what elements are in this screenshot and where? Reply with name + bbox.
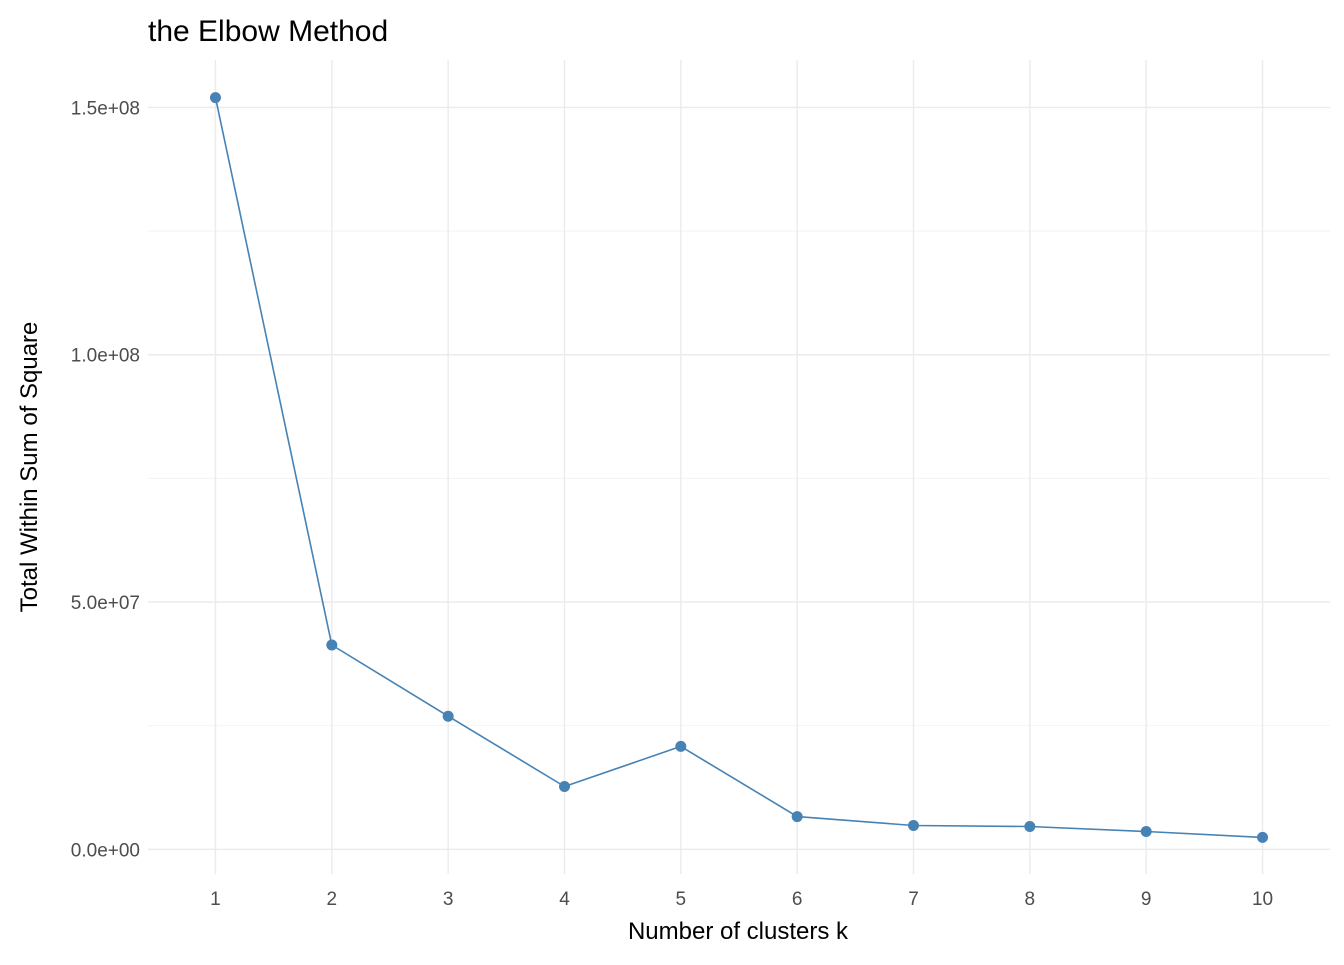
x-tick-label: 6 [792,889,803,910]
data-point [908,820,920,832]
grid-layer [148,60,1330,874]
tick-layer: 0.0e+00 5.0e+07 1.0e+08 1.5e+08 1 2 3 4 5 6 7 8 9 10 [71,98,1273,910]
x-tick-label: 10 [1252,889,1273,910]
chart-title: the Elbow Method [148,15,388,48]
data-point [1024,821,1036,833]
data-point [326,639,338,651]
x-tick-label: 7 [908,889,919,910]
data-point [791,811,803,823]
y-tick-label: 1.0e+08 [71,346,140,367]
y-tick-label: 0.0e+00 [71,840,140,861]
data-point [442,710,454,722]
y-tick-label: 5.0e+07 [71,593,140,614]
y-tick-label: 1.5e+08 [71,98,140,119]
data-point [1257,831,1269,843]
x-tick-label: 1 [210,889,221,910]
x-tick-label: 3 [443,889,454,910]
data-point [1140,825,1152,837]
x-tick-label: 4 [559,889,570,910]
data-point [558,780,570,792]
x-tick-label: 8 [1025,889,1036,910]
x-tick-label: 9 [1141,889,1152,910]
x-axis-title: Number of clusters k [628,918,849,945]
y-axis-title: Total Within Sum of Square [16,322,43,613]
data-point [209,92,221,104]
x-tick-label: 2 [327,889,338,910]
data-point [675,740,687,752]
x-tick-label: 5 [676,889,687,910]
series-line [214,97,1263,839]
series-layer [209,92,1269,843]
